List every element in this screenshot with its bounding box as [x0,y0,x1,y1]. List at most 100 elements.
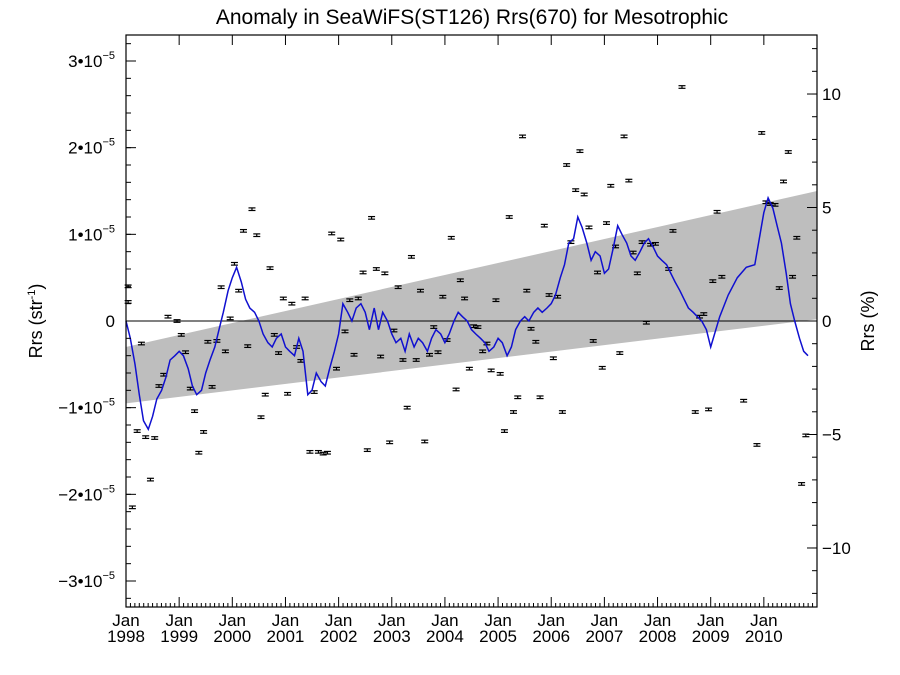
y-axis-left: 3•10−5 2•10−5 1•10−5 0 −1•10−5 −2•10−5 −3•10−5 [58,43,136,599]
x-tick-month: Jan [750,611,777,630]
data-point [275,351,283,355]
data-point [142,435,150,440]
data-point [540,223,548,228]
data-point [248,207,256,212]
data-point [519,134,527,139]
y-tick-label: 0 [106,312,115,331]
data-point [789,274,797,279]
x-tick-year: 2002 [320,627,358,646]
data-point [620,134,628,139]
x-tick-year: 2004 [426,627,464,646]
data-point [191,409,199,414]
chart-title: Anomaly in SeaWiFS(ST126) Rrs(670) for M… [216,6,728,29]
y-right-tick-label: −10 [822,539,851,558]
data-point [244,344,252,349]
smooth-line-layer [125,195,809,432]
data-point [492,298,500,303]
data-point [146,477,154,482]
data-point [221,349,229,354]
data-point [416,288,424,293]
x-tick-year: 2009 [692,627,730,646]
data-point [651,241,659,246]
data-point [426,352,434,357]
data-point [430,325,438,329]
data-point [780,179,788,184]
data-point [164,314,172,319]
y-tick-label: 3•10−5 [68,50,115,71]
data-point [288,301,296,306]
data-point [128,505,136,510]
x-tick-month: Jan [644,611,671,630]
data-point [439,294,447,299]
data-point [350,352,358,357]
data-point [753,443,761,447]
data-point [479,349,487,354]
data-point [474,325,482,329]
y-axis-left-label-sup: -1 [26,290,38,300]
x-tick-year: 1998 [107,627,145,646]
x-tick-month: Jan [325,611,352,630]
x-axis: Jan1998Jan1999Jan2000Jan2001Jan2002Jan20… [107,35,814,646]
data-point [151,436,159,440]
y-right-tick-label: −5 [822,425,841,444]
data-point [377,354,385,359]
x-tick-year: 2001 [267,627,305,646]
data-point [279,296,287,301]
x-tick-year: 2010 [745,627,783,646]
x-tick-year: 2006 [532,627,570,646]
data-point [633,271,641,276]
data-point [182,350,190,355]
x-tick-month: Jan [219,611,246,630]
data-point [563,163,571,167]
x-tick-month: Jan [538,611,565,630]
x-tick-month: Jan [272,611,299,630]
data-point [173,319,181,323]
data-point [509,410,517,414]
data-point [580,192,588,197]
data-point [346,298,354,303]
x-tick-month: Jan [484,611,511,630]
data-point [341,329,349,334]
data-point [261,392,269,397]
data-point [718,274,726,279]
data-point [713,209,721,214]
smooth-line [125,195,809,432]
data-point [200,430,208,434]
data-point [678,85,686,89]
data-point [784,150,792,154]
y-axis-left-label: Rrs (str-1) [26,284,46,359]
data-point [239,228,247,233]
data-point [381,271,389,276]
data-point [301,296,309,301]
x-tick-month: Jan [591,611,618,630]
data-point [137,341,145,346]
data-point [284,391,292,396]
x-tick-year: 2007 [585,627,623,646]
data-point [616,351,624,355]
data-point [306,449,314,454]
data-point [642,320,650,325]
data-point [545,293,553,297]
data-point [500,429,508,433]
data-point [598,365,606,370]
data-points-layer [124,85,810,510]
data-point [155,384,163,388]
data-point [270,332,278,337]
trend-band [126,191,817,404]
data-point [177,332,185,337]
data-point [532,339,540,344]
data-point [359,270,367,275]
data-point [195,450,203,455]
x-tick-year: 2005 [479,627,517,646]
data-point [337,237,345,242]
data-point [461,296,469,301]
data-point [204,339,212,344]
data-point [758,131,766,135]
data-point [447,235,455,240]
data-point [793,235,801,240]
data-point [412,358,420,362]
data-point [421,439,429,444]
data-point [133,429,141,433]
plot-area [124,34,818,608]
data-point [798,482,806,486]
